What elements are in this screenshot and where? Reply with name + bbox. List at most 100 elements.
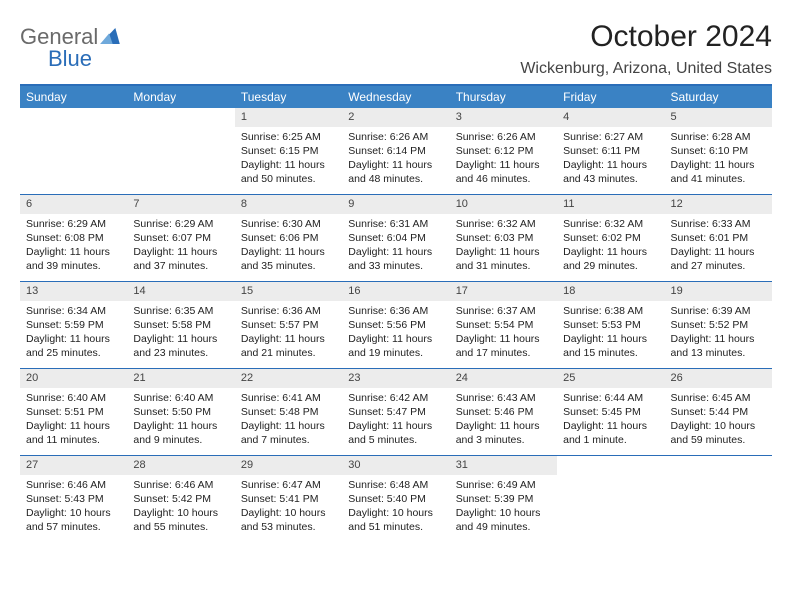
day-cell: 3Sunrise: 6:26 AMSunset: 6:12 PMDaylight…	[450, 108, 557, 194]
daylight-line: Daylight: 11 hours and 15 minutes.	[563, 332, 658, 360]
day-body: Sunrise: 6:46 AMSunset: 5:43 PMDaylight:…	[20, 475, 127, 539]
sunrise-line: Sunrise: 6:26 AM	[348, 130, 443, 144]
week-row: 6Sunrise: 6:29 AMSunset: 6:08 PMDaylight…	[20, 195, 772, 282]
sunrise-line: Sunrise: 6:44 AM	[563, 391, 658, 405]
sunrise-line: Sunrise: 6:31 AM	[348, 217, 443, 231]
day-body	[127, 127, 234, 134]
sunset-line: Sunset: 6:10 PM	[671, 144, 766, 158]
day-body: Sunrise: 6:40 AMSunset: 5:51 PMDaylight:…	[20, 388, 127, 452]
sunset-line: Sunset: 5:40 PM	[348, 492, 443, 506]
sunrise-line: Sunrise: 6:34 AM	[26, 304, 121, 318]
daylight-line: Daylight: 10 hours and 55 minutes.	[133, 506, 228, 534]
daylight-line: Daylight: 10 hours and 51 minutes.	[348, 506, 443, 534]
sunset-line: Sunset: 5:39 PM	[456, 492, 551, 506]
week-row: 13Sunrise: 6:34 AMSunset: 5:59 PMDayligh…	[20, 282, 772, 369]
day-cell: 18Sunrise: 6:38 AMSunset: 5:53 PMDayligh…	[557, 282, 664, 368]
day-body: Sunrise: 6:32 AMSunset: 6:03 PMDaylight:…	[450, 214, 557, 278]
day-body: Sunrise: 6:39 AMSunset: 5:52 PMDaylight:…	[665, 301, 772, 365]
day-cell: 7Sunrise: 6:29 AMSunset: 6:07 PMDaylight…	[127, 195, 234, 281]
daylight-line: Daylight: 11 hours and 48 minutes.	[348, 158, 443, 186]
day-number: 4	[557, 108, 664, 127]
day-body: Sunrise: 6:34 AMSunset: 5:59 PMDaylight:…	[20, 301, 127, 365]
day-cell: 22Sunrise: 6:41 AMSunset: 5:48 PMDayligh…	[235, 369, 342, 455]
day-number: 9	[342, 195, 449, 214]
sunrise-line: Sunrise: 6:43 AM	[456, 391, 551, 405]
sunset-line: Sunset: 6:02 PM	[563, 231, 658, 245]
week-row: 27Sunrise: 6:46 AMSunset: 5:43 PMDayligh…	[20, 456, 772, 542]
day-number: 11	[557, 195, 664, 214]
day-cell: 16Sunrise: 6:36 AMSunset: 5:56 PMDayligh…	[342, 282, 449, 368]
day-body: Sunrise: 6:32 AMSunset: 6:02 PMDaylight:…	[557, 214, 664, 278]
day-body: Sunrise: 6:44 AMSunset: 5:45 PMDaylight:…	[557, 388, 664, 452]
day-cell: 8Sunrise: 6:30 AMSunset: 6:06 PMDaylight…	[235, 195, 342, 281]
day-number	[665, 456, 772, 475]
daylight-line: Daylight: 11 hours and 25 minutes.	[26, 332, 121, 360]
day-number: 22	[235, 369, 342, 388]
sunrise-line: Sunrise: 6:36 AM	[348, 304, 443, 318]
day-cell: 21Sunrise: 6:40 AMSunset: 5:50 PMDayligh…	[127, 369, 234, 455]
sunrise-line: Sunrise: 6:32 AM	[563, 217, 658, 231]
day-body: Sunrise: 6:26 AMSunset: 6:14 PMDaylight:…	[342, 127, 449, 191]
day-body: Sunrise: 6:48 AMSunset: 5:40 PMDaylight:…	[342, 475, 449, 539]
day-body: Sunrise: 6:36 AMSunset: 5:56 PMDaylight:…	[342, 301, 449, 365]
daylight-line: Daylight: 11 hours and 17 minutes.	[456, 332, 551, 360]
day-body	[665, 475, 772, 482]
dow-sunday: Sunday	[20, 86, 127, 108]
dow-tuesday: Tuesday	[235, 86, 342, 108]
day-cell: 5Sunrise: 6:28 AMSunset: 6:10 PMDaylight…	[665, 108, 772, 194]
daylight-line: Daylight: 11 hours and 7 minutes.	[241, 419, 336, 447]
dow-friday: Friday	[557, 86, 664, 108]
day-cell: 14Sunrise: 6:35 AMSunset: 5:58 PMDayligh…	[127, 282, 234, 368]
sunrise-line: Sunrise: 6:33 AM	[671, 217, 766, 231]
sunrise-line: Sunrise: 6:29 AM	[133, 217, 228, 231]
calendar-grid: Sunday Monday Tuesday Wednesday Thursday…	[20, 84, 772, 542]
day-body: Sunrise: 6:38 AMSunset: 5:53 PMDaylight:…	[557, 301, 664, 365]
day-number: 1	[235, 108, 342, 127]
sunrise-line: Sunrise: 6:42 AM	[348, 391, 443, 405]
daylight-line: Daylight: 10 hours and 57 minutes.	[26, 506, 121, 534]
day-number: 6	[20, 195, 127, 214]
week-row: 20Sunrise: 6:40 AMSunset: 5:51 PMDayligh…	[20, 369, 772, 456]
day-body: Sunrise: 6:46 AMSunset: 5:42 PMDaylight:…	[127, 475, 234, 539]
sunrise-line: Sunrise: 6:37 AM	[456, 304, 551, 318]
weeks-container: 1Sunrise: 6:25 AMSunset: 6:15 PMDaylight…	[20, 108, 772, 542]
dow-thursday: Thursday	[450, 86, 557, 108]
daylight-line: Daylight: 11 hours and 29 minutes.	[563, 245, 658, 273]
sunset-line: Sunset: 5:43 PM	[26, 492, 121, 506]
location-label: Wickenburg, Arizona, United States	[520, 60, 772, 78]
daylight-line: Daylight: 11 hours and 39 minutes.	[26, 245, 121, 273]
sunset-line: Sunset: 5:41 PM	[241, 492, 336, 506]
day-number: 14	[127, 282, 234, 301]
day-number	[20, 108, 127, 127]
brand-part2: Blue	[48, 46, 92, 71]
day-cell: 1Sunrise: 6:25 AMSunset: 6:15 PMDaylight…	[235, 108, 342, 194]
sunset-line: Sunset: 5:56 PM	[348, 318, 443, 332]
day-body: Sunrise: 6:41 AMSunset: 5:48 PMDaylight:…	[235, 388, 342, 452]
sunset-line: Sunset: 5:46 PM	[456, 405, 551, 419]
day-cell: 30Sunrise: 6:48 AMSunset: 5:40 PMDayligh…	[342, 456, 449, 542]
daylight-line: Daylight: 11 hours and 21 minutes.	[241, 332, 336, 360]
daylight-line: Daylight: 11 hours and 1 minute.	[563, 419, 658, 447]
day-cell	[557, 456, 664, 542]
day-cell	[20, 108, 127, 194]
day-number: 20	[20, 369, 127, 388]
sunset-line: Sunset: 5:45 PM	[563, 405, 658, 419]
daylight-line: Daylight: 11 hours and 13 minutes.	[671, 332, 766, 360]
daylight-line: Daylight: 11 hours and 46 minutes.	[456, 158, 551, 186]
daylight-line: Daylight: 11 hours and 23 minutes.	[133, 332, 228, 360]
day-cell: 9Sunrise: 6:31 AMSunset: 6:04 PMDaylight…	[342, 195, 449, 281]
sunrise-line: Sunrise: 6:46 AM	[26, 478, 121, 492]
day-body: Sunrise: 6:29 AMSunset: 6:08 PMDaylight:…	[20, 214, 127, 278]
day-cell: 6Sunrise: 6:29 AMSunset: 6:08 PMDaylight…	[20, 195, 127, 281]
sunset-line: Sunset: 5:58 PM	[133, 318, 228, 332]
sunset-line: Sunset: 5:50 PM	[133, 405, 228, 419]
sunset-line: Sunset: 5:42 PM	[133, 492, 228, 506]
sunset-line: Sunset: 6:04 PM	[348, 231, 443, 245]
sunset-line: Sunset: 6:11 PM	[563, 144, 658, 158]
day-body: Sunrise: 6:25 AMSunset: 6:15 PMDaylight:…	[235, 127, 342, 191]
day-number: 27	[20, 456, 127, 475]
day-number: 8	[235, 195, 342, 214]
sunrise-line: Sunrise: 6:30 AM	[241, 217, 336, 231]
day-number: 28	[127, 456, 234, 475]
sunrise-line: Sunrise: 6:36 AM	[241, 304, 336, 318]
